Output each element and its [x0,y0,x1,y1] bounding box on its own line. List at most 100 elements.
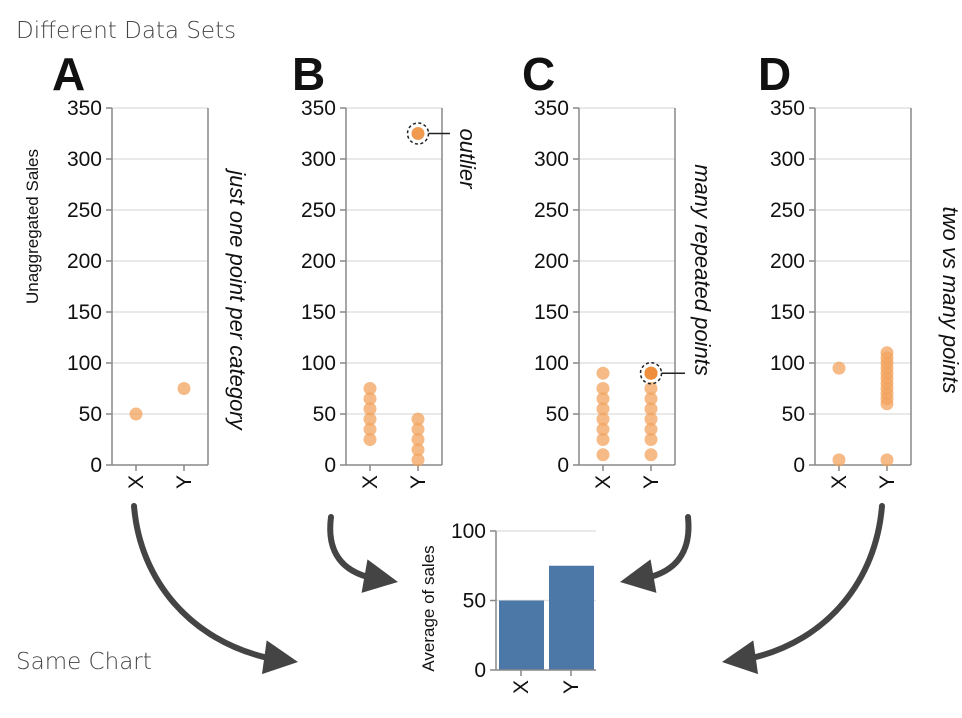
data-point [596,392,610,406]
curved-arrow [749,503,885,661]
data-point [644,448,658,462]
data-point [880,453,894,467]
data-point [411,412,425,426]
panels-layer: A 0 50 100 150 200 250 300 350 X Y Unaggregated Sal… [23,48,962,694]
bar-chart-summary: 0 50 100 X Y Average of sales [419,520,596,694]
y-tick-label: 350 [67,97,102,120]
data-point [411,443,425,457]
data-point [832,361,846,375]
x-tick-label: Y [560,680,583,694]
data-point [363,433,377,446]
y-tick-label: 50 [463,590,486,613]
data-point [644,366,658,380]
x-tick-label: Y [876,475,899,489]
data-point [363,392,377,406]
arrow-head [361,559,398,593]
data-point [644,433,658,446]
data-point [644,392,658,406]
y-tick-label: 300 [301,148,336,171]
panel-letter: A [52,48,85,100]
data-point [644,402,658,416]
y-tick-label: 0 [324,454,336,477]
data-point [596,366,610,380]
x-tick-label: X [828,475,851,489]
bar [549,565,594,670]
y-tick-label: 300 [770,148,805,171]
y-tick-label: 150 [67,301,102,324]
panel-annotation: outlier [455,129,480,191]
y-tick-label: 250 [301,199,336,222]
y-tick-label: 100 [770,352,805,375]
y-tick-label: 0 [557,454,569,477]
data-point [644,412,658,426]
x-tick-label: Y [407,475,430,489]
x-tick-label: X [510,680,533,694]
data-point [596,433,610,446]
y-tick-label: 100 [67,352,102,375]
top-heading: Different Data Sets [16,18,236,44]
data-point [596,382,610,395]
data-point [411,433,425,446]
x-tick-label: X [592,475,615,489]
data-point [177,382,191,395]
y-tick-label: 350 [770,97,805,120]
y-tick-label: 350 [301,97,336,120]
arrow-head [620,559,657,593]
data-point [411,422,425,436]
curved-arrow [327,514,375,581]
y-tick-label: 300 [534,148,569,171]
y-tick-label: 250 [67,199,102,222]
y-tick-label: 100 [534,352,569,375]
curved-arrow [131,503,271,661]
x-tick-label: X [359,475,382,489]
y-tick-label: 200 [534,250,569,273]
panel-letter: C [522,48,555,100]
y-tick-label: 50 [313,403,336,426]
x-tick-label: Y [173,475,196,489]
y-tick-label: 200 [67,250,102,273]
y-tick-label: 300 [67,148,102,171]
y-tick-label: 50 [782,403,805,426]
data-point [363,422,377,436]
y-axis-title: Average of sales [419,545,438,671]
y-tick-label: 150 [770,301,805,324]
arrows-layer [131,503,885,675]
data-point [880,346,894,360]
y-tick-label: 0 [793,454,805,477]
panel-annotation: just one point per category [225,167,250,431]
bar [499,600,544,670]
arrow-head [261,640,298,675]
x-tick-label: Y [640,475,663,489]
data-point [363,402,377,416]
curved-arrow [643,514,692,581]
data-point [832,453,846,467]
y-tick-label: 50 [546,403,569,426]
y-tick-label: 0 [474,659,486,682]
y-axis-title: Unaggregated Sales [23,149,42,304]
scatter-panel-a: A 0 50 100 150 200 250 300 350 X Y Unaggregated Sal… [23,48,250,489]
panel-annotation: many repeated points [690,164,715,376]
bottom-heading: Same Chart [16,649,152,675]
data-point [129,407,143,421]
data-point [363,412,377,426]
y-tick-label: 200 [770,250,805,273]
y-tick-label: 150 [301,301,336,324]
data-point [596,422,610,436]
data-point [411,453,425,467]
data-point [363,382,377,395]
panel-annotation: two vs many points [938,206,962,393]
data-point [596,402,610,416]
y-tick-label: 100 [301,352,336,375]
data-point [411,127,425,140]
y-tick-label: 50 [79,403,102,426]
y-tick-label: 250 [534,199,569,222]
data-point [644,422,658,436]
data-point [644,382,658,395]
x-tick-label: X [125,475,148,489]
panel-letter: D [758,48,791,100]
